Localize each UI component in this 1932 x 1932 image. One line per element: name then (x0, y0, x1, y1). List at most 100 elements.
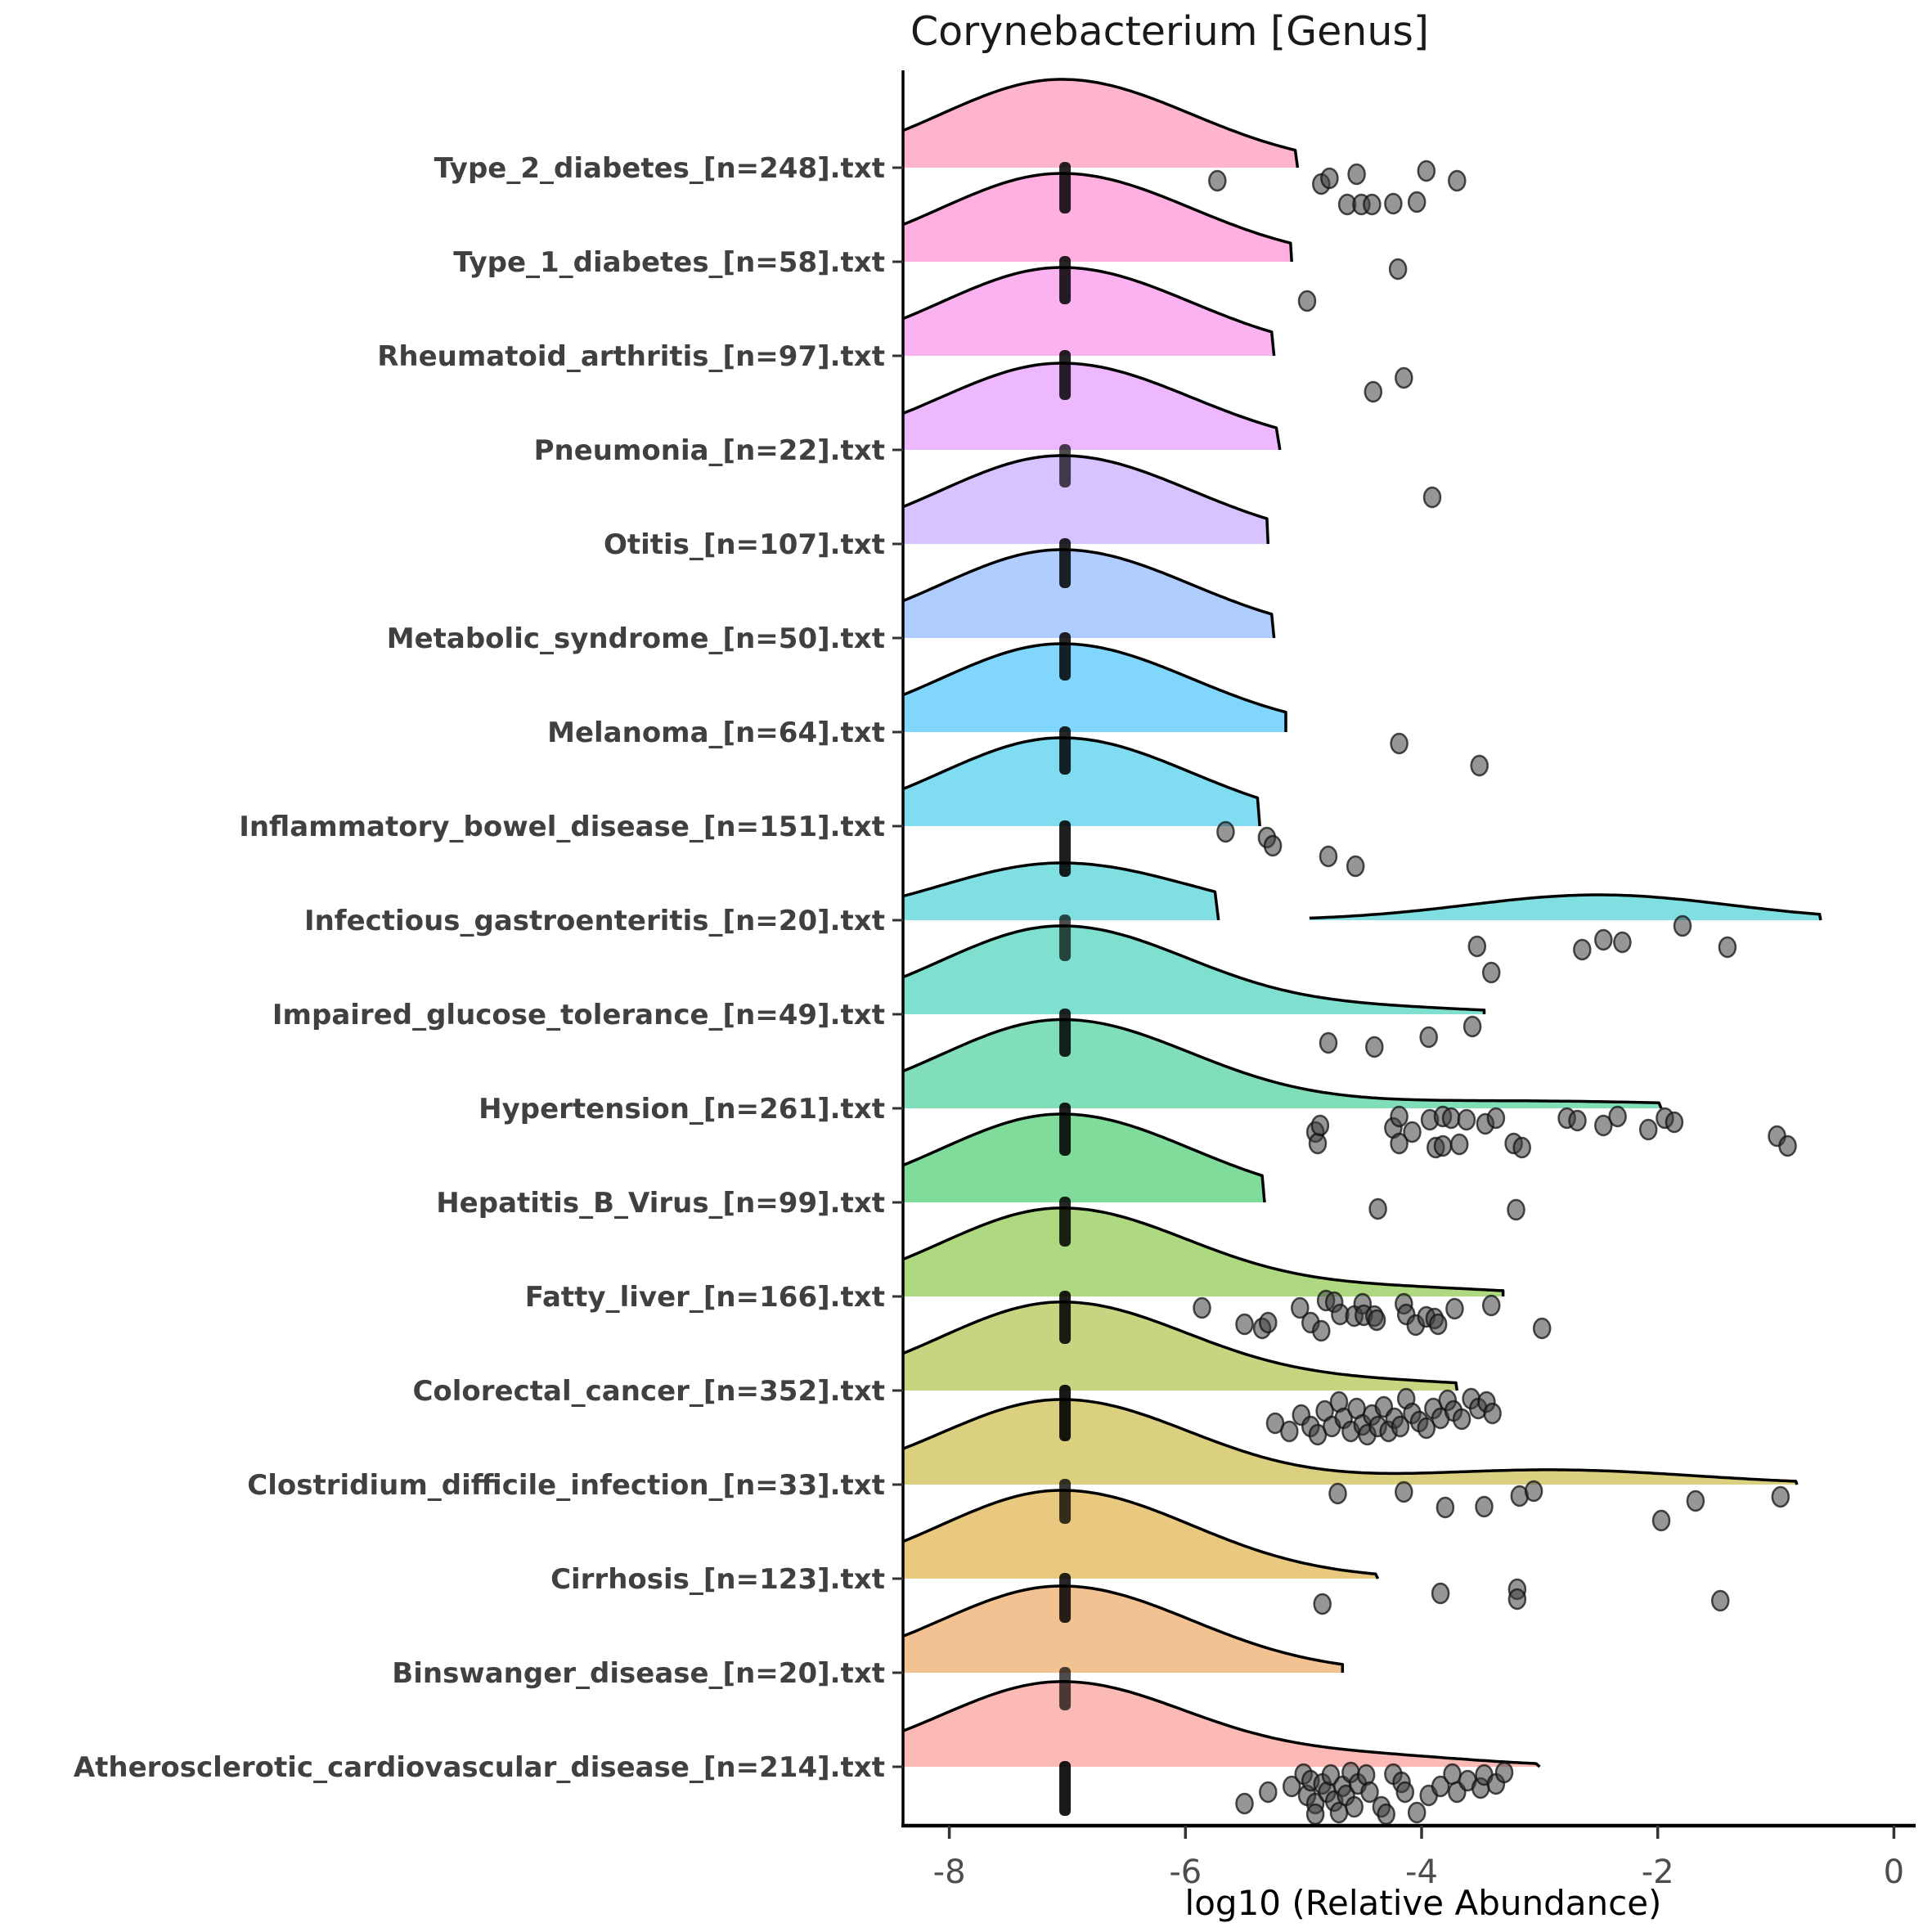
ridge-island-outline (1309, 893, 1822, 921)
jitter-point (1388, 258, 1408, 281)
jitter-point (1320, 167, 1339, 190)
floor-bar (1059, 1385, 1072, 1441)
jitter-point (1368, 1197, 1387, 1220)
jitter-point (1193, 1296, 1211, 1319)
jitter-point (1457, 1108, 1476, 1131)
floor-bar (1059, 1197, 1072, 1247)
floor-bar (1059, 632, 1072, 681)
jitter-point (1483, 1402, 1502, 1425)
ridge-fill (903, 1019, 1661, 1108)
jitter-point (1673, 914, 1692, 937)
jitter-point (1346, 855, 1365, 878)
ridge-outline (902, 1206, 1505, 1296)
jitter-point (1433, 1134, 1453, 1157)
floor-bar (1059, 350, 1072, 400)
jitter-point (1319, 845, 1338, 868)
ridge-outline (902, 172, 1293, 263)
y-axis-label: Metabolic_syndrome_[n=50].txt (387, 622, 885, 655)
x-tick-label: 0 (1884, 1853, 1904, 1891)
floor-bar (1059, 820, 1072, 877)
jitter-point (1452, 1408, 1471, 1431)
jitter-point (1395, 1781, 1415, 1804)
jitter-point (1312, 1319, 1331, 1342)
floor-bar (1059, 444, 1072, 487)
y-axis-label: Melanoma_[n=64].txt (547, 717, 885, 749)
jitter-point (1297, 290, 1317, 312)
ridge-fill (903, 267, 1274, 356)
floor-bar (1059, 1573, 1072, 1623)
jitter-point (1280, 1420, 1299, 1443)
jitter-point (1486, 1107, 1506, 1130)
jitter-point (1345, 1795, 1364, 1818)
floor-bar (1059, 1761, 1072, 1816)
jitter-point (1363, 193, 1382, 216)
y-axis-label: Pneumonia_[n=22].txt (534, 434, 885, 467)
jitter-point (1594, 928, 1613, 951)
jitter-point (1771, 1485, 1790, 1508)
y-axis-label: Otitis_[n=107].txt (604, 528, 885, 561)
jitter-point (1263, 834, 1283, 857)
ridge-outline (902, 1018, 1663, 1109)
ridge-outline (902, 1584, 1345, 1673)
ridge-fill (903, 550, 1274, 638)
jitter-point (1259, 1781, 1278, 1804)
jitter-point (1613, 931, 1632, 954)
jitter-point (1449, 1133, 1469, 1156)
jitter-point (1431, 1582, 1450, 1605)
jitter-point (1208, 169, 1227, 192)
jitter-point (1391, 1415, 1410, 1438)
jitter-point (1778, 1134, 1797, 1157)
y-axis-label: Hypertension_[n=261].txt (479, 1093, 885, 1126)
jitter-point (1422, 486, 1442, 509)
jitter-point (1360, 1781, 1379, 1804)
x-tick-label: -8 (933, 1853, 966, 1891)
jitter-point (1665, 1111, 1684, 1134)
jitter-point (1407, 191, 1427, 213)
ridge-fill (903, 1301, 1458, 1391)
ridge-fill (903, 863, 1219, 920)
jitter-point (1462, 1015, 1482, 1038)
jitter-point (1235, 1792, 1254, 1815)
jitter-point (1524, 1480, 1543, 1503)
jitter-point (1443, 1763, 1462, 1786)
x-tick-label: -4 (1405, 1853, 1438, 1891)
jitter-point (1445, 1297, 1464, 1320)
jitter-point (1417, 1417, 1436, 1440)
jitter-point (1235, 1313, 1254, 1336)
jitter-point (1216, 820, 1235, 843)
jitter-point (1395, 1480, 1413, 1503)
jitter-point (1494, 1761, 1514, 1784)
jitter-point (1470, 754, 1489, 777)
jitter-point (1573, 938, 1592, 961)
y-axis-label: Atherosclerotic_cardiovascular_disease_[… (74, 1751, 885, 1784)
jitter-point (1431, 1775, 1450, 1798)
jitter-point (1568, 1109, 1587, 1132)
jitter-point (1428, 1313, 1448, 1336)
floor-bar (1059, 1479, 1072, 1524)
y-axis-label: Clostridium_difficile_infection_[n=33].t… (247, 1469, 885, 1502)
y-axis-label: Inflammatory_bowel_disease_[n=151].txt (239, 811, 885, 843)
jitter-point (1481, 961, 1501, 984)
ridge-outline (902, 1112, 1266, 1203)
ridge-outline (902, 924, 1486, 1014)
jitter-point (1395, 366, 1413, 389)
jitter-point (1390, 732, 1409, 755)
jitter-point (1532, 1317, 1552, 1340)
jitter-point (1448, 169, 1467, 192)
ridge-outline (902, 454, 1270, 545)
ridge-fill (903, 1400, 1797, 1485)
ridge-fill (903, 1114, 1265, 1202)
jitter-point (1419, 1026, 1438, 1049)
ridge-outline (902, 1680, 1541, 1768)
jitter-point (1390, 1105, 1409, 1128)
jitter-point (1367, 1309, 1386, 1332)
ridge-fill (903, 173, 1292, 262)
jitter-point (1507, 1198, 1525, 1221)
jitter-point (1308, 1132, 1328, 1155)
y-axis-label: Impaired_glucose_tolerance_[n=49].txt (272, 999, 885, 1031)
jitter-point (1718, 936, 1737, 959)
x-axis-title: log10 (Relative Abundance) (1184, 1883, 1662, 1923)
floor-bar (1059, 1291, 1072, 1344)
ridge-fill (903, 738, 1260, 826)
